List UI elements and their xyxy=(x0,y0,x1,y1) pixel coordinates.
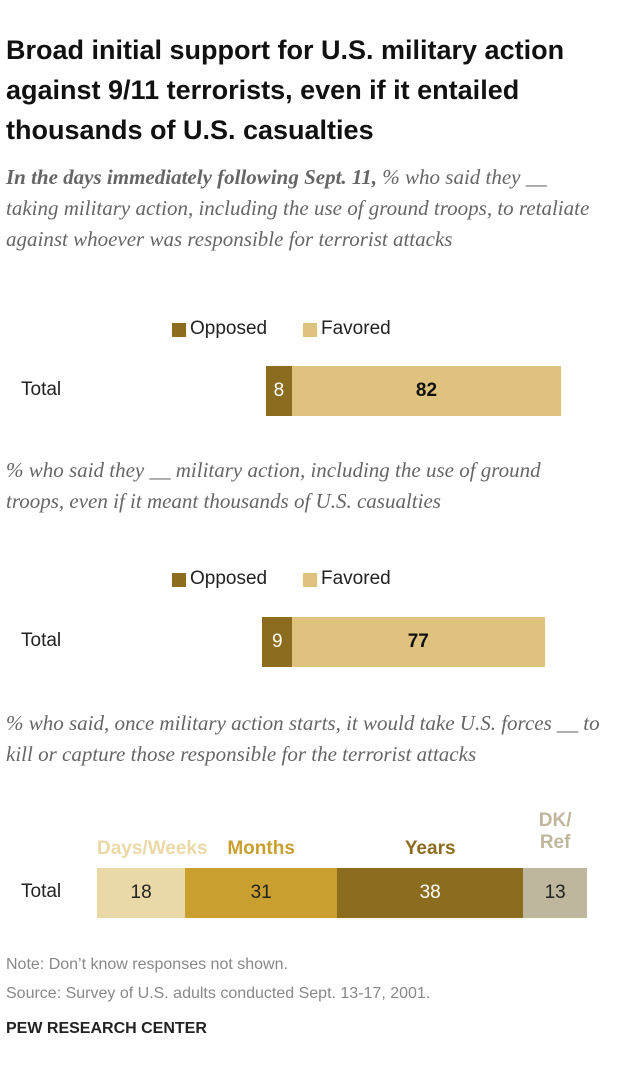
value-label: 77 xyxy=(407,631,429,652)
subtitle: In the days immediately following Sept. … xyxy=(6,162,602,255)
bar-segment: 77 xyxy=(292,617,545,667)
note: Note: Don’t know responses not shown. xyxy=(6,956,288,973)
value-label: 18 xyxy=(130,882,152,903)
segment-label: DK/Ref xyxy=(538,810,572,853)
legend-label: Opposed xyxy=(190,568,268,589)
category-label: Total xyxy=(21,630,62,651)
category-label: Total xyxy=(21,881,62,902)
subtitle: % who said, once military action starts,… xyxy=(6,708,602,770)
bar-segment: 82 xyxy=(292,366,561,416)
value-label: 82 xyxy=(415,380,438,401)
legend-label: Favored xyxy=(321,568,391,589)
legend-label: Opposed xyxy=(190,318,268,339)
bar-segment: 31 xyxy=(185,868,338,918)
value-label: 9 xyxy=(271,631,283,652)
category-label: Total xyxy=(21,379,62,400)
legend-label: Favored xyxy=(321,318,391,339)
value-label: 13 xyxy=(544,882,566,903)
legend-swatch xyxy=(303,573,317,587)
legend-swatch xyxy=(172,573,186,587)
subtitle: % who said they __ military action, incl… xyxy=(6,455,602,517)
value-label: 31 xyxy=(250,882,272,903)
subtitle-text: % who said they __ taking military actio… xyxy=(6,165,590,251)
bar-segment: 13 xyxy=(523,868,587,918)
segment-label: Months xyxy=(227,838,295,859)
bar-segment: 18 xyxy=(97,868,186,918)
segment-label: Years xyxy=(404,838,456,859)
legend-swatch xyxy=(303,323,317,337)
value-label: 8 xyxy=(273,380,285,401)
title: Broad initial support for U.S. military … xyxy=(6,35,565,145)
subtitle-lead: In the days immediately following Sept. … xyxy=(6,165,378,189)
subtitle-text: % who said, once military action starts,… xyxy=(6,711,600,766)
bar-segment: 8 xyxy=(265,366,292,416)
source: Source: Survey of U.S. adults conducted … xyxy=(6,985,431,1002)
bar-segment: 9 xyxy=(262,617,292,667)
bar-segment: 38 xyxy=(337,868,524,918)
footer: PEW RESEARCH CENTER xyxy=(6,1020,207,1037)
legend-swatch xyxy=(172,323,186,337)
subtitle-text: % who said they __ military action, incl… xyxy=(6,458,541,513)
value-label: 38 xyxy=(419,882,441,903)
segment-label: Days/Weeks xyxy=(97,838,208,859)
